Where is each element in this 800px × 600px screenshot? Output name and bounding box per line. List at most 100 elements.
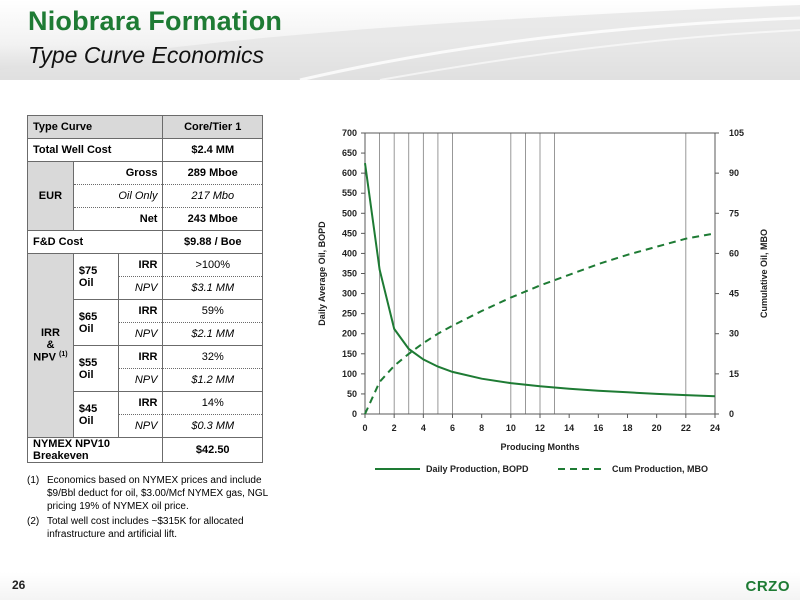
oil55-irr-label: IRR: [117, 345, 164, 369]
cum-production-line: [364, 232, 716, 415]
y-right-tick-label: 30: [729, 329, 739, 339]
breakeven-label: NYMEX NPV10 Breakeven: [26, 437, 164, 463]
breakeven-value: $42.50: [162, 437, 263, 463]
footnote-2-text: Total well cost includes ~$315K for allo…: [47, 516, 244, 540]
footnotes: (1) Economics based on NYMEX prices and …: [27, 474, 277, 543]
y-left-tick-label: 450: [342, 228, 357, 238]
y-left-tick-label: 100: [342, 369, 357, 379]
oil65-npv-value: $2.1 MM: [162, 322, 263, 346]
y-left-tick-label: 50: [347, 389, 357, 399]
eur-net-row: Net 243 Mboe: [28, 207, 263, 231]
y-right-tick-label: 45: [729, 289, 739, 299]
oil55-price: $55 Oil: [72, 345, 119, 392]
irr-npv-label-line2: &: [46, 339, 55, 352]
x-tick-label: 16: [593, 423, 603, 433]
breakeven-row: NYMEX NPV10 Breakeven $42.50: [26, 437, 263, 463]
y-right-tick-label: 75: [729, 208, 739, 218]
oil55-irr-value: 32%: [162, 345, 263, 369]
oil55-irr-row: $55 Oil IRR 32%: [28, 345, 263, 392]
x-tick-label: 22: [681, 423, 691, 433]
y-right-tick-label: 0: [729, 409, 734, 419]
eur-gross-label: Gross: [72, 161, 164, 185]
y-left-tick-label: 350: [342, 269, 357, 279]
legend-label-cum-production: Cum Production, MBO: [612, 464, 708, 474]
y-left-tick-label: 300: [342, 289, 357, 299]
x-tick-label: 10: [506, 423, 516, 433]
irr-npv-label-line1: IRR: [40, 327, 60, 340]
footnote-1-number: (1): [27, 475, 40, 486]
fd-cost-value: $9.88 / Boe: [162, 230, 263, 254]
eur-gross-row: EUR Gross 289 Mboe: [27, 161, 263, 231]
type-curve-value: Core/Tier 1: [162, 115, 263, 139]
oil65-price: $65 Oil: [72, 299, 119, 346]
x-tick-label: 12: [535, 423, 545, 433]
page-subtitle: Type Curve Economics: [28, 42, 265, 68]
oil65-npv-label: NPV: [117, 322, 164, 346]
production-chart: 0501001502002503003504004505005506006507…: [317, 128, 769, 474]
y-left-tick-label: 250: [342, 309, 357, 319]
y-right-tick-label: 15: [729, 369, 739, 379]
x-tick-label: 0: [362, 423, 367, 433]
oil45-price: $45 Oil: [72, 391, 119, 438]
oil65-irr-value: 59%: [162, 299, 263, 323]
oil75-irr-row: IRR & NPV (1) $75 Oil IRR >100%: [27, 253, 263, 438]
daily-production-line: [364, 162, 716, 398]
oil75-irr-value: >100%: [162, 253, 263, 277]
total-well-cost-row: Total Well Cost $2.4 MM: [26, 138, 263, 162]
oil55-npv-value: $1.2 MM: [162, 368, 263, 392]
eur-net-value: 243 Mboe: [162, 207, 263, 231]
oil65-irr-row: $65 Oil IRR 59%: [28, 299, 263, 346]
footnote-2-number: (2): [27, 516, 40, 527]
y-left-tick-label: 700: [342, 128, 357, 138]
eur-gross-value: 289 Mboe: [162, 161, 263, 185]
company-logo: CRZO: [745, 578, 790, 595]
y-left-tick-label: 150: [342, 349, 357, 359]
oil55-npv-label: NPV: [117, 368, 164, 392]
footnote-1-text: Economics based on NYMEX prices and incl…: [47, 475, 268, 512]
y-left-tick-label: 550: [342, 188, 357, 198]
header-swoosh-decoration: [0, 5, 800, 80]
oil65-irr-label: IRR: [117, 299, 164, 323]
oil65-npv-row: NPV $2.1 MM: [28, 322, 263, 346]
irr-npv-footnote-marker: (1): [58, 351, 68, 359]
x-tick-label: 6: [450, 423, 455, 433]
total-well-cost-value: $2.4 MM: [162, 138, 263, 162]
header-band: Niobrara Formation Type Curve Economics: [0, 0, 800, 80]
y-left-tick-label: 200: [342, 329, 357, 339]
y-right-tick-label: 60: [729, 248, 739, 258]
oil75-price: $75 Oil: [72, 253, 119, 300]
x-tick-label: 4: [421, 423, 426, 433]
y-left-tick-label: 650: [342, 148, 357, 158]
oil75-npv-value: $3.1 MM: [162, 276, 263, 300]
eur-label: EUR: [27, 161, 74, 231]
eur-oil-value: 217 Mbo: [162, 184, 263, 208]
oil75-npv-row: NPV $3.1 MM: [28, 276, 263, 300]
x-axis-label: Producing Months: [501, 442, 580, 452]
x-tick-label: 20: [652, 423, 662, 433]
footnote-2: (2) Total well cost includes ~$315K for …: [27, 515, 277, 541]
type-curve-label: Type Curve: [26, 115, 164, 139]
x-tick-label: 8: [479, 423, 484, 433]
y-left-axis-label: Daily Average Oil, BOPD: [317, 221, 327, 326]
y-right-tick-label: 105: [729, 128, 744, 138]
y-right-axis-label: Cumulative Oil, MBO: [759, 229, 769, 318]
eur-oil-label: Oil Only: [72, 184, 164, 208]
y-left-tick-label: 500: [342, 208, 357, 218]
footnote-1: (1) Economics based on NYMEX prices and …: [27, 474, 277, 513]
y-left-tick-label: 0: [352, 409, 357, 419]
oil75-npv-label: NPV: [117, 276, 164, 300]
fd-cost-row: F&D Cost $9.88 / Boe: [26, 230, 263, 254]
irr-npv-label: IRR & NPV (1): [27, 253, 74, 438]
y-right-tick-label: 90: [729, 168, 739, 178]
oil45-irr-value: 14%: [162, 391, 263, 415]
page-number: 26: [12, 578, 26, 592]
footer-band: [0, 572, 800, 600]
oil45-irr-label: IRR: [117, 391, 164, 415]
fd-cost-label: F&D Cost: [26, 230, 164, 254]
page-title: Niobrara Formation: [28, 6, 283, 36]
x-tick-label: 2: [392, 423, 397, 433]
x-tick-label: 24: [710, 423, 720, 433]
irr-npv-label-line3: NPV: [33, 351, 56, 364]
legend-label-daily-production: Daily Production, BOPD: [426, 464, 529, 474]
oil45-npv-value: $0.3 MM: [162, 414, 263, 438]
